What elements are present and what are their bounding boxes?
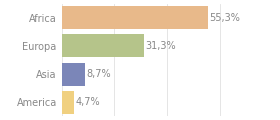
Bar [62, 63, 85, 86]
Text: 55,3%: 55,3% [209, 13, 240, 23]
Text: 8,7%: 8,7% [86, 69, 111, 79]
Text: 31,3%: 31,3% [146, 41, 176, 51]
Bar [62, 91, 74, 114]
Text: 4,7%: 4,7% [75, 97, 100, 107]
Bar [62, 6, 207, 29]
Bar [62, 34, 144, 57]
